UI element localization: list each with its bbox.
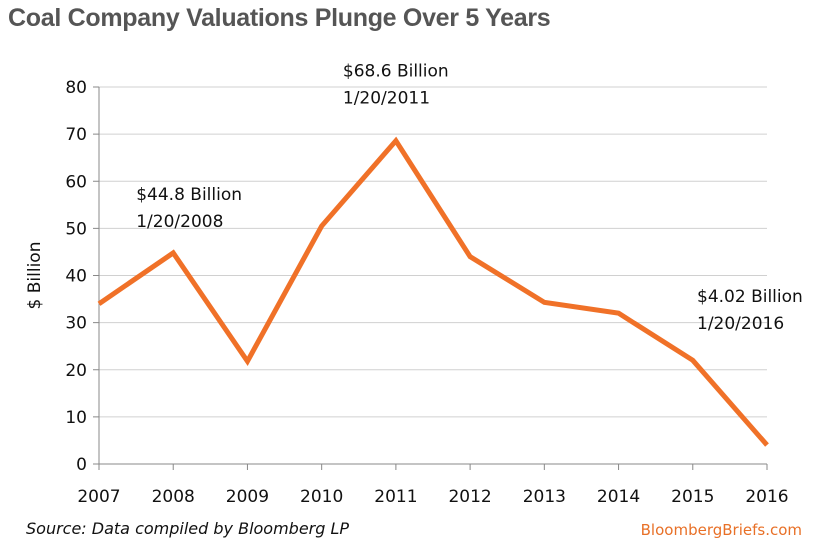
x-tick-label-2010: 2010 bbox=[300, 487, 343, 507]
x-tick-label-2015: 2015 bbox=[671, 487, 714, 507]
axes bbox=[93, 86, 768, 470]
x-tick-label-2007: 2007 bbox=[77, 487, 120, 507]
x-tick-label-2009: 2009 bbox=[226, 487, 269, 507]
data-point-2014 bbox=[616, 311, 621, 316]
y-tick-label-70: 70 bbox=[65, 125, 87, 145]
data-point-2010 bbox=[319, 224, 324, 229]
source-note: Source: Data compiled by Bloomberg LP bbox=[26, 519, 350, 538]
annotation-value-2016: $4.02 Billion bbox=[697, 287, 803, 307]
data-point-2013 bbox=[542, 300, 547, 305]
data-point-2011 bbox=[393, 138, 398, 143]
data-point-2015 bbox=[690, 358, 695, 363]
data-point-2008 bbox=[171, 250, 176, 255]
x-tick-labels: 2007 2008 2009 2010 2011 2012 2013 2014 2015 2016 bbox=[77, 487, 788, 507]
y-tick-labels: 0 10 20 30 40 50 60 70 80 bbox=[65, 78, 87, 475]
x-tick-label-2011: 2011 bbox=[374, 487, 417, 507]
data-point-2012 bbox=[468, 254, 473, 259]
annotation-value-2008: $44.8 Billion bbox=[136, 185, 242, 205]
brand-credit[interactable]: BloombergBriefs.com bbox=[640, 521, 802, 539]
x-tick-label-2008: 2008 bbox=[152, 487, 195, 507]
annotation-date-2008: 1/20/2008 bbox=[136, 212, 223, 232]
series-line-0 bbox=[97, 136, 769, 447]
x-tick-label-2013: 2013 bbox=[523, 487, 566, 507]
y-axis-label: $ Billion bbox=[25, 242, 45, 310]
data-point-2007 bbox=[97, 301, 102, 306]
y-tick-label-50: 50 bbox=[65, 219, 87, 239]
y-tick-label-60: 60 bbox=[65, 172, 87, 192]
x-tick-label-2014: 2014 bbox=[597, 487, 640, 507]
annotation-date-2011: 1/20/2011 bbox=[343, 89, 430, 109]
data-point-2016 bbox=[765, 443, 770, 448]
annotation-value-2011: $68.6 Billion bbox=[343, 62, 449, 82]
y-tick-label-20: 20 bbox=[65, 361, 87, 381]
gridlines bbox=[99, 86, 767, 418]
x-tick-label-2016: 2016 bbox=[745, 487, 788, 507]
chart-title: Coal Company Valuations Plunge Over 5 Ye… bbox=[8, 4, 551, 32]
y-tick-label-10: 10 bbox=[65, 408, 87, 428]
x-tick-label-2012: 2012 bbox=[448, 487, 491, 507]
series bbox=[97, 136, 770, 448]
y-tick-label-80: 80 bbox=[65, 78, 87, 98]
y-tick-label-40: 40 bbox=[65, 267, 87, 287]
annotation-date-2016: 1/20/2016 bbox=[697, 314, 784, 334]
y-tick-label-0: 0 bbox=[76, 455, 87, 475]
data-point-2009 bbox=[245, 359, 250, 364]
y-tick-label-30: 30 bbox=[65, 314, 87, 334]
annotations: $44.8 Billion 1/20/2008 $68.6 Billion 1/20/… bbox=[136, 62, 803, 334]
